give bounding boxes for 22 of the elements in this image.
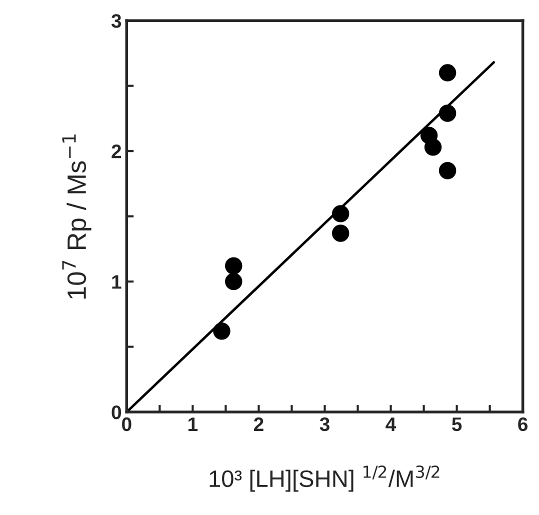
point: [225, 272, 242, 290]
x-tick-label: 4: [386, 418, 396, 431]
y-axis-title: 10$^{7}$ Rp / Ms$^{−1}$: [62, 134, 92, 299]
point: [424, 138, 442, 156]
x-tick-label: 6: [518, 417, 528, 432]
point: [213, 322, 230, 340]
point: [332, 205, 350, 222]
y-tick-label: 2: [112, 144, 122, 158]
x-tick-label: 3: [320, 417, 330, 432]
x-axis-title: 10³ [LH][SHN] $^{1/2}$/M$^{3/2}$: [210, 466, 440, 492]
x-tick-label: 1: [188, 418, 198, 431]
point: [438, 104, 456, 122]
x-tick-label: 0: [122, 417, 132, 432]
point: [438, 64, 456, 82]
x-tick-label: 5: [452, 418, 462, 432]
y-tick-label: 3: [111, 14, 122, 28]
point: [438, 162, 456, 180]
y-tick-label: 1: [112, 275, 122, 289]
y-tick-label: 0: [112, 405, 122, 420]
point: [225, 257, 242, 274]
point: [332, 224, 350, 242]
x-tick-label: 2: [254, 417, 264, 431]
